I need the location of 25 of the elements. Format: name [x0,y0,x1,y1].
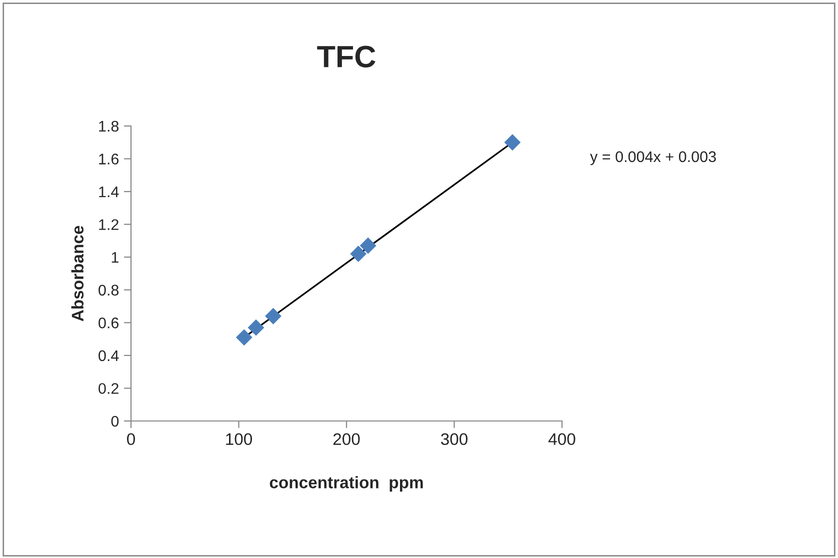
chart-title: TFC [317,46,376,68]
point [504,134,521,151]
y-tick-label: 1.4 [99,186,119,198]
point [265,308,282,324]
point [360,237,376,254]
y-tick-label: 1.2 [99,219,118,230]
x-tick-label: 300 [440,433,468,446]
y-axis-title: Absorbance [71,226,84,322]
x-axis-title: concentration ppm [270,476,423,492]
y-tick-label: 1.8 [99,120,119,132]
y-tick-label: 0.8 [98,284,119,296]
y-tick-label: 0 [111,416,119,427]
x-tick-label: 400 [548,433,576,446]
y-tick-label: 1.6 [99,154,119,164]
text: y = 0.004x + 0.003 [590,151,716,166]
point [248,319,264,336]
y-tick-label: 0.2 [98,383,118,394]
x-tick-label: 100 [226,433,252,446]
point [350,246,367,262]
x-tick-label: 0 [127,433,135,446]
point [236,329,252,346]
x-tick-label: 200 [333,433,360,446]
y-tick-label: 1 [112,252,118,263]
y-tick-label: 0.4 [98,350,119,362]
y-tick-label: 0.6 [98,318,119,328]
